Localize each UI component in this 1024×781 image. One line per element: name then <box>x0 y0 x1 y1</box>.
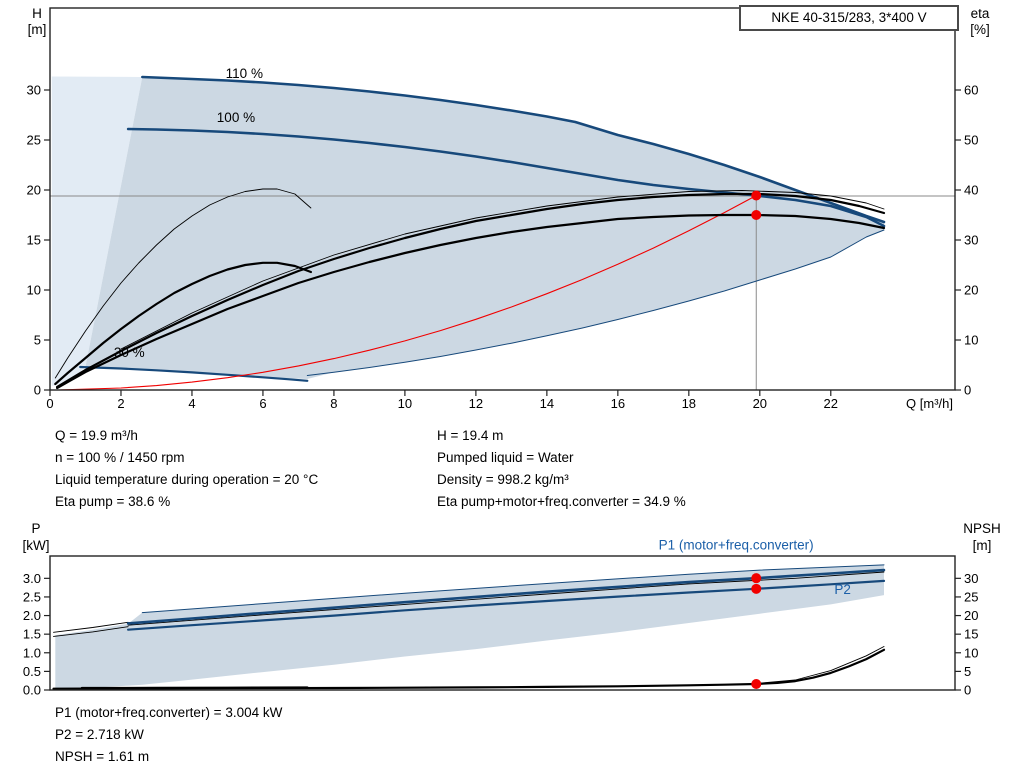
operating-point-marker <box>751 190 762 201</box>
info-line-p2: P2 = 2.718 kW <box>55 727 144 742</box>
chart-text: 2.0 <box>23 608 41 623</box>
chart-text: 5 <box>34 333 41 348</box>
qh-curve-30pct <box>79 365 309 382</box>
chart-text: 15 <box>964 627 978 642</box>
chart-text: 12 <box>469 396 483 411</box>
operating-point-marker <box>751 210 762 220</box>
info-line-head: H = 19.4 m <box>437 428 504 443</box>
operating-data-right-column: H = 19.4 m Pumped liquid = Water Density… <box>437 425 686 513</box>
chart-text: 20 <box>753 396 767 411</box>
chart-text: 1.5 <box>23 627 41 642</box>
chart-text: 18 <box>682 396 696 411</box>
chart-text: 60 <box>964 83 978 98</box>
power-thin-line <box>127 571 885 626</box>
max-flow-limit-line <box>306 229 885 376</box>
info-line-density: Density = 998.2 kg/m³ <box>437 472 569 487</box>
chart-text: 100 % <box>217 110 255 125</box>
chart-text: 0.5 <box>23 664 41 679</box>
chart-text: 30 <box>964 233 978 248</box>
chart-text: 50 <box>964 133 978 148</box>
power-helper-line-1 <box>53 626 129 637</box>
chart-text: [%] <box>970 22 990 37</box>
pump-model-title: NKE 40-315/283, 3*400 V <box>739 5 959 31</box>
info-line-q: Q = 19.9 m³/h <box>55 428 138 443</box>
chart-text: 30 % <box>114 345 145 360</box>
chart-text: eta <box>971 6 990 21</box>
chart-text: Q [m³/h] <box>906 396 953 411</box>
chart-text: 30 <box>27 83 41 98</box>
chart-text: 3.0 <box>23 571 41 586</box>
chart-text: 10 <box>964 333 978 348</box>
info-line-liquid: Pumped liquid = Water <box>437 450 574 465</box>
chart-text: 22 <box>824 396 838 411</box>
speed-envelope-pale-area <box>51 76 143 386</box>
chart-text: 40 <box>964 183 978 198</box>
speed-envelope-main-area <box>80 77 884 379</box>
info-line-npsh: NPSH = 1.61 m <box>55 749 150 764</box>
chart-text: 2 <box>117 396 124 411</box>
hq-chart: 0 5 10 15 20 25 30 0 10 20 30 40 50 60 0 2 4 6 8 10 12 14 16 18… <box>27 6 990 411</box>
chart-text: 0 <box>34 383 41 398</box>
info-line-speed: n = 100 % / 1450 rpm <box>55 450 185 465</box>
partload-eta-thick-curve <box>54 261 312 386</box>
operating-point-marker <box>751 573 762 584</box>
chart-text: [m] <box>973 538 992 553</box>
eta-thin-curve <box>120 190 885 350</box>
chart-text: P1 (motor+freq.converter) <box>659 537 814 552</box>
power-data-column: P1 (motor+freq.converter) = 3.004 kW P2 … <box>55 702 282 768</box>
partload-eta-thin-curve <box>54 188 312 379</box>
chart-text: [m] <box>28 22 47 37</box>
chart-text: 1.0 <box>23 645 41 660</box>
chart-text: P2 <box>834 582 851 597</box>
chart-text: 0 <box>46 396 53 411</box>
info-line-temperature: Liquid temperature during operation = 20… <box>55 472 319 487</box>
chart-text: 20 <box>964 283 978 298</box>
power-envelope-area <box>55 564 885 689</box>
hq-frame <box>49 7 956 391</box>
npsh-curve <box>52 648 886 690</box>
power-helper-line-2 <box>53 621 129 633</box>
chart-text: 0 <box>964 683 971 698</box>
chart-text: 20 <box>964 608 978 623</box>
qh-curve-100pct <box>126 127 886 228</box>
chart-text: 4 <box>188 396 195 411</box>
chart-text: NPSH <box>963 521 1001 536</box>
operating-data-left-column: Q = 19.9 m³/h n = 100 % / 1450 rpm Liqui… <box>55 425 318 513</box>
chart-text: 110 % <box>226 66 263 81</box>
chart-text: 0.0 <box>23 683 41 698</box>
power-envelope-top-line <box>141 564 885 614</box>
chart-text: 10 <box>964 645 978 660</box>
chart-text: 25 <box>27 133 41 148</box>
system-curve <box>60 194 757 391</box>
chart-text: 10 <box>27 283 41 298</box>
chart-text: 30 <box>964 571 978 586</box>
p2-curve <box>127 579 886 631</box>
chart-text: 14 <box>540 396 554 411</box>
p1-curve <box>126 568 886 625</box>
power-frame <box>49 555 956 691</box>
qh-curve-110pct <box>141 75 886 224</box>
info-line-eta-pump: Eta pump = 38.6 % <box>55 494 171 509</box>
info-line-p1: P1 (motor+freq.converter) = 3.004 kW <box>55 705 283 720</box>
chart-text: 15 <box>27 233 41 248</box>
chart-text: 10 <box>398 396 412 411</box>
chart-text: [kW] <box>23 538 50 553</box>
operating-point-marker <box>751 583 762 594</box>
chart-text: 8 <box>330 396 337 411</box>
chart-text: 20 <box>27 183 41 198</box>
npsh-thin-curve <box>755 646 885 684</box>
operating-point-marker <box>751 679 762 690</box>
chart-text: 16 <box>611 396 625 411</box>
chart-text: 5 <box>964 664 971 679</box>
chart-text: 0 <box>964 383 971 398</box>
chart-text: 6 <box>259 396 266 411</box>
power-chart: 0.0 0.5 1.0 1.5 2.0 2.5 3.0 0 5 10 15 20 25 30 P [kW] NP… <box>23 521 1001 698</box>
chart-text: 2.5 <box>23 589 41 604</box>
info-line-eta-total: Eta pump+motor+freq.converter = 34.9 % <box>437 494 686 509</box>
chart-text: 25 <box>964 589 978 604</box>
chart-text: H <box>32 6 42 21</box>
chart-text: P <box>31 521 40 536</box>
